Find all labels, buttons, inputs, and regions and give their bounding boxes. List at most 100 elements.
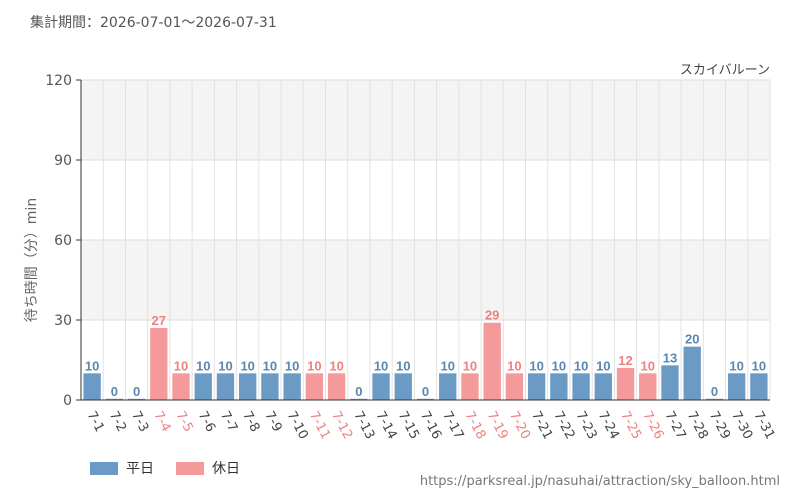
bar [461, 373, 479, 400]
bar [394, 373, 412, 400]
bar [194, 373, 212, 400]
bar [439, 373, 457, 400]
bar-value-label: 10 [463, 358, 477, 373]
x-tick-label: 7-30 [728, 409, 755, 442]
x-tick-label: 7-12 [328, 409, 355, 442]
y-tick-label: 120 [45, 73, 72, 89]
x-tick-label: 7-18 [461, 409, 488, 442]
bar [150, 328, 168, 400]
x-tick-label: 7-10 [284, 409, 311, 442]
legend-swatch-weekday [90, 461, 118, 475]
bar-value-label: 13 [663, 350, 677, 365]
bar-value-label: 0 [711, 384, 718, 399]
x-tick-label: 7-21 [528, 409, 555, 442]
x-tick-label: 7-19 [484, 409, 511, 442]
x-tick-label: 7-24 [595, 409, 622, 442]
bar-value-label: 10 [85, 358, 99, 373]
bar [661, 365, 679, 400]
bar-value-label: 27 [152, 313, 166, 328]
x-tick-label: 7-4 [150, 409, 173, 435]
x-tick-label: 7-16 [417, 409, 444, 442]
legend-weekday: 平日 [90, 458, 154, 478]
x-tick-label: 7-8 [239, 409, 262, 435]
bar [550, 373, 568, 400]
x-tick-label: 7-29 [706, 409, 733, 442]
y-tick-label: 60 [54, 233, 72, 249]
legend-swatch-holiday [176, 461, 204, 475]
plot-band [81, 240, 770, 320]
bar-value-label: 10 [196, 358, 210, 373]
y-tick-labels: 0 30 60 90 120 [45, 73, 81, 409]
plot-band [81, 160, 770, 240]
bar-value-label: 10 [752, 358, 766, 373]
legend: 平日 休日 [90, 458, 240, 478]
bar-value-label: 0 [133, 384, 140, 399]
x-tick-label: 7-6 [195, 409, 218, 435]
bar [327, 373, 346, 400]
bar-value-label: 10 [307, 358, 321, 373]
bar [216, 373, 235, 400]
bar [283, 373, 301, 400]
x-tick-label: 7-28 [684, 409, 711, 442]
bar-value-label: 10 [729, 358, 743, 373]
bar [172, 373, 190, 400]
legend-label-holiday: 休日 [212, 461, 240, 477]
x-tick-label: 7-26 [639, 409, 666, 442]
bar [616, 368, 635, 400]
bar [127, 398, 146, 400]
bar-value-label: 0 [111, 384, 118, 399]
x-tick-label: 7-3 [128, 409, 151, 435]
x-tick-label: 7-31 [750, 409, 777, 442]
bar [505, 373, 524, 400]
source-url: https://parksreal.jp/nasuhai/attraction/… [419, 474, 780, 489]
bar-value-label: 10 [507, 358, 521, 373]
bars [83, 322, 768, 400]
x-tick-labels: 7-1 7-2 7-3 7-4 7-5 7-6 7-7 7-8 7-9 7-107-117-127… [84, 409, 778, 442]
bar [705, 398, 724, 400]
x-tick-label: 7-22 [550, 409, 577, 442]
x-tick-label: 7-13 [350, 409, 377, 442]
bar [105, 398, 124, 400]
period-label: 集計期間：2026-07-01～2026-07-31 [30, 15, 277, 31]
x-tick-label: 7-14 [373, 409, 400, 442]
bar [483, 322, 501, 400]
x-tick-label: 7-27 [661, 409, 688, 442]
bar [750, 373, 768, 400]
chart-title: スカイバルーン [680, 63, 770, 78]
legend-holiday: 休日 [176, 458, 240, 478]
x-tick-label: 7-20 [506, 409, 533, 442]
bar-value-label: 10 [374, 358, 388, 373]
bar-value-label: 10 [174, 358, 188, 373]
bar [350, 398, 368, 400]
y-axis-label: 待ち時間（分）min [24, 198, 40, 322]
bar-value-label: 10 [285, 358, 299, 373]
x-tick-label: 7-25 [617, 409, 644, 442]
x-tick-label: 7-7 [217, 409, 240, 435]
bar [594, 373, 612, 400]
bar-value-label: 10 [396, 358, 410, 373]
bar [572, 373, 590, 400]
bar-value-label: 10 [329, 358, 343, 373]
y-tick-label: 0 [63, 393, 72, 409]
bar-value-label: 12 [618, 353, 632, 368]
bar-value-label: 10 [529, 358, 543, 373]
bar-value-label: 0 [422, 384, 429, 399]
bar [372, 373, 390, 400]
bar [83, 373, 101, 400]
bar [639, 373, 657, 400]
bar [261, 373, 279, 400]
x-tick-label: 7-1 [84, 409, 107, 435]
bar [305, 373, 324, 400]
x-tick-label: 7-5 [172, 409, 195, 435]
bar-value-label: 10 [218, 358, 232, 373]
bar-value-label: 10 [440, 358, 454, 373]
bar [683, 346, 701, 400]
bar-value-label: 10 [574, 358, 588, 373]
bar-value-label: 29 [485, 308, 499, 323]
y-tick-label: 90 [54, 153, 72, 169]
x-tick-label: 7-23 [573, 409, 600, 442]
plot-band [81, 80, 770, 160]
x-tick-label: 7-9 [261, 409, 284, 435]
